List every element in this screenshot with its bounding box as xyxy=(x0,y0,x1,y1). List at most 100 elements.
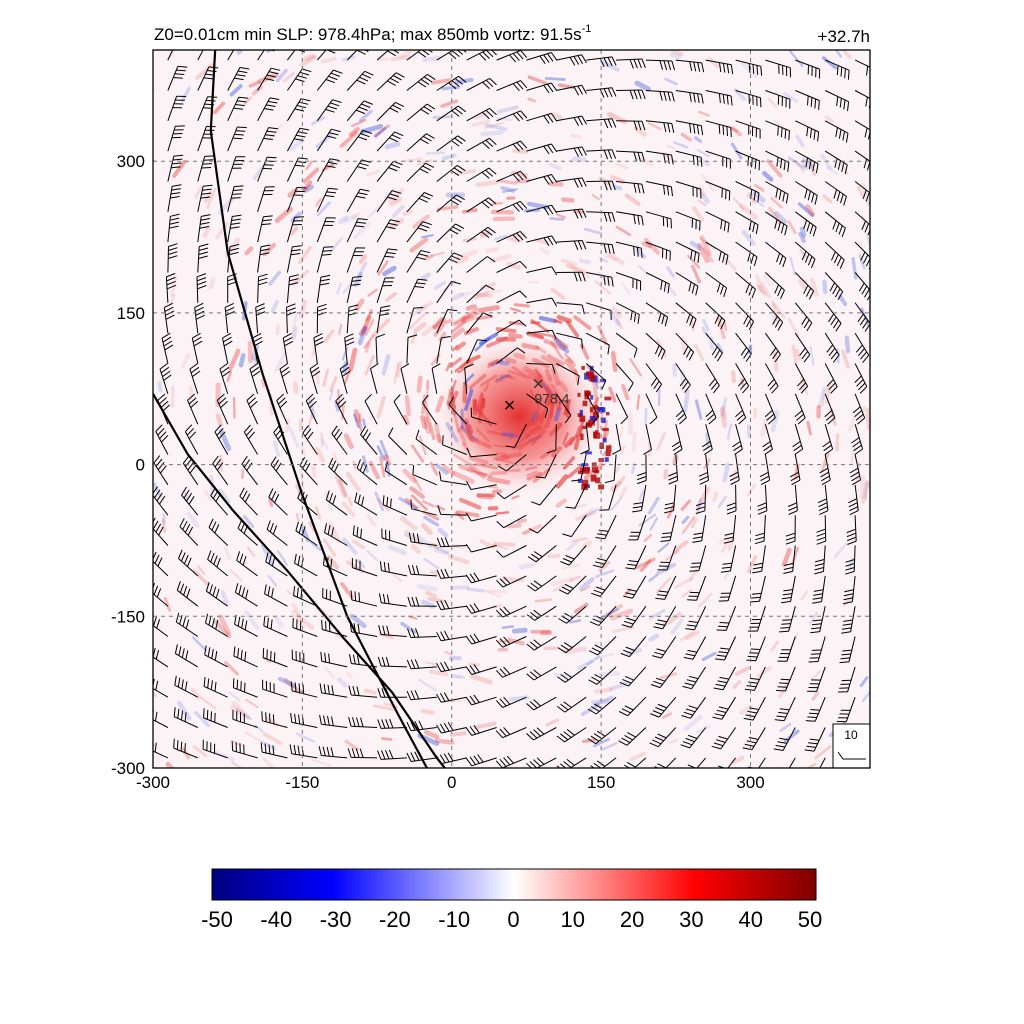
vorticity-streak xyxy=(374,491,385,512)
wind-barb-feather xyxy=(564,414,572,424)
wind-barb-staff xyxy=(752,696,766,721)
vorticity-streak xyxy=(508,332,523,339)
vorticity-streak xyxy=(416,375,423,393)
wind-barb-staff xyxy=(294,562,318,577)
wind-barb-feather xyxy=(591,647,601,653)
wind-barb-feather xyxy=(457,135,466,142)
wind-barb-feather xyxy=(170,192,181,195)
wind-barb-feather xyxy=(380,305,391,308)
vorticity-streak xyxy=(495,452,507,456)
vorticity-streak xyxy=(527,435,543,443)
wind-barb-feather xyxy=(423,76,433,83)
vorticity-streak xyxy=(291,269,309,287)
vorticity-streak xyxy=(699,192,710,204)
vorticity-streak xyxy=(360,124,384,135)
wind-barb-staff xyxy=(471,514,497,522)
wind-barb-feather xyxy=(659,91,663,101)
wind-barb-feather xyxy=(794,448,803,455)
wind-barb-feather xyxy=(722,63,726,73)
wind-barb-feather xyxy=(157,393,166,401)
eyewall-cell xyxy=(598,484,605,490)
wind-barb-feather xyxy=(298,714,301,725)
x-tick-label: -150 xyxy=(285,773,319,792)
wind-barb-feather xyxy=(166,276,176,282)
wind-barb-feather xyxy=(776,689,786,692)
wind-barb-feather xyxy=(270,456,277,465)
wind-barb-feather xyxy=(637,120,642,131)
vorticity-streak xyxy=(291,326,298,340)
wind-barb-feather xyxy=(785,540,796,545)
wind-barb-feather xyxy=(563,761,572,768)
wind-barb-staff xyxy=(410,636,437,638)
vorticity-streak xyxy=(137,81,148,90)
wind-barb-feather xyxy=(751,289,756,299)
eyewall-cell xyxy=(588,376,592,382)
wind-barb-feather xyxy=(264,78,275,81)
wind-barb-staff xyxy=(765,150,790,163)
wind-barb-feather xyxy=(588,650,598,656)
wind-barb-staff xyxy=(196,276,199,303)
wind-barb-staff xyxy=(436,309,449,334)
vorticity-streak xyxy=(204,490,212,501)
eyewall-cell xyxy=(581,483,588,491)
eyewall-cell xyxy=(582,479,589,486)
wind-barb-staff xyxy=(705,454,709,481)
vorticity-streak xyxy=(524,425,541,438)
vorticity-streak xyxy=(223,545,232,561)
wind-barb-feather xyxy=(684,384,691,393)
vorticity-streak xyxy=(493,444,505,448)
wind-barb-feather xyxy=(194,306,204,312)
wind-barb-feather xyxy=(252,370,261,378)
vorticity-streak xyxy=(544,396,551,408)
vorticity-streak xyxy=(580,703,600,717)
vorticity-streak xyxy=(507,429,526,437)
vorticity-streak xyxy=(555,423,563,433)
wind-barb-feather xyxy=(660,540,671,542)
wind-barb-feather xyxy=(533,759,541,767)
wind-barb-feather xyxy=(416,282,426,285)
reference-barb-legend: 10 xyxy=(832,723,871,769)
wind-barb-staff xyxy=(854,90,870,100)
wind-barb-staff xyxy=(440,513,467,516)
vorticity-streak xyxy=(321,163,335,172)
wind-barb-staff xyxy=(167,50,174,61)
wind-barb-feather xyxy=(590,765,595,768)
wind-barb-feather xyxy=(559,763,567,768)
vorticity-streak xyxy=(428,669,449,677)
wind-barb-feather xyxy=(465,574,472,584)
wind-barb-feather xyxy=(518,319,527,327)
wind-barb-staff xyxy=(645,59,672,62)
wind-barb-feather xyxy=(817,131,820,142)
eyewall-cell xyxy=(587,371,595,379)
wind-barb-feather xyxy=(503,757,511,766)
vorticity-streak xyxy=(432,115,454,119)
vorticity-streak xyxy=(669,52,682,60)
wind-barb-feather xyxy=(611,180,616,191)
wind-barb-feather xyxy=(437,505,442,515)
wind-barb-feather xyxy=(225,310,235,316)
vorticity-streak xyxy=(493,457,514,465)
wind-barb-staff xyxy=(436,223,456,243)
wind-barb-staff xyxy=(227,50,235,61)
wind-barb-feather xyxy=(488,167,497,175)
vorticity-streak xyxy=(508,233,526,239)
eyewall-cell xyxy=(585,390,591,396)
vorticity-streak xyxy=(342,281,353,294)
vorticity-streak xyxy=(221,785,226,788)
vorticity-streak xyxy=(474,721,497,730)
vorticity-streak xyxy=(320,56,337,64)
vorticity-streak xyxy=(420,708,435,715)
wind-barb-feather xyxy=(778,190,782,200)
vorticity-streak xyxy=(475,180,499,188)
wind-barb-feather xyxy=(520,80,528,89)
wind-barb-feather xyxy=(668,475,678,481)
wind-barb-staff xyxy=(795,120,819,133)
wind-barb-feather xyxy=(377,688,382,698)
wind-barb-feather xyxy=(241,618,244,629)
wind-barb-staff xyxy=(795,181,818,196)
wind-barb-staff xyxy=(321,692,348,698)
chart-title-superscript: -1 xyxy=(582,23,592,35)
wind-barb-staff xyxy=(824,515,827,542)
vorticity-streak xyxy=(798,231,806,243)
wind-barb-staff xyxy=(232,718,258,728)
